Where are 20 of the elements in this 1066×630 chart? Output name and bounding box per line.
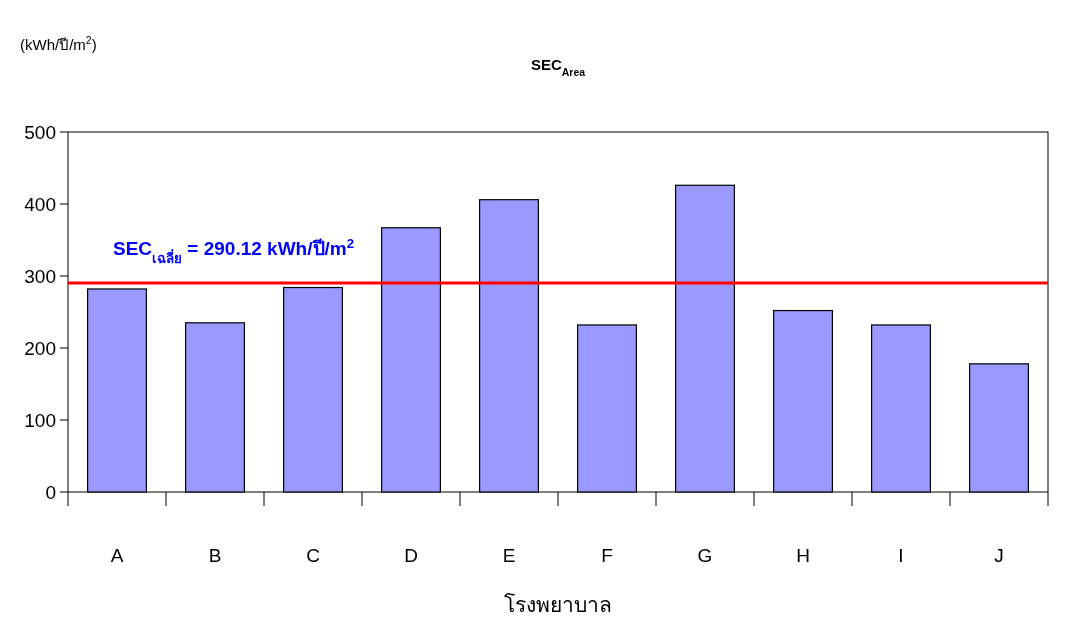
x-tick-label: H (796, 545, 810, 566)
y-axis-title: (kWh/ปี/m$^{2}$) (20, 34, 97, 53)
x-tick-label: C (306, 545, 320, 566)
x-tick-label: E (502, 545, 516, 566)
chart-title: SEC$_{Area}$ (530, 56, 586, 78)
y-tick-label: 100 (24, 409, 56, 431)
y-tick-label: 300 (24, 265, 56, 287)
ref-line-label: SEC$_{เฉลี่ย}$ = 290.12 kWh/ปี/m$^{2}$ (113, 235, 355, 266)
x-tick-label: J (994, 545, 1004, 566)
x-tick-label: D (404, 545, 418, 566)
x-tick-label: A (110, 545, 124, 566)
y-tick-label: 400 (24, 193, 56, 215)
y-tick-label: 500 (24, 121, 56, 143)
y-tick-label: 0 (45, 481, 56, 503)
x-tick-label: G (697, 545, 713, 566)
x-axis-title: โรงพยาบาล (504, 593, 612, 616)
x-tick-label: I (898, 545, 904, 566)
y-tick-label: 200 (24, 337, 56, 359)
x-tick-label: B (208, 545, 222, 566)
x-tick-label: F (601, 545, 613, 566)
